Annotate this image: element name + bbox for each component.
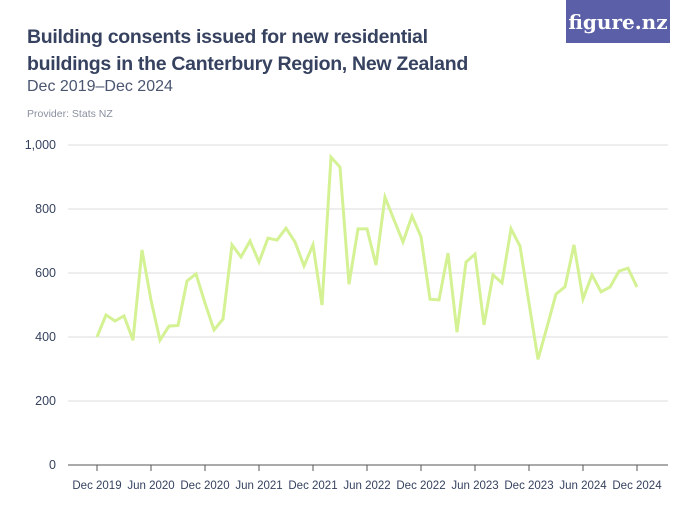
x-tick-label: Jun 2024 <box>559 480 607 492</box>
x-tick-label: Jun 2023 <box>451 480 498 492</box>
x-tick-label: Dec 2024 <box>612 480 662 492</box>
y-tick-label: 0 <box>49 458 56 472</box>
x-tick-label: Dec 2023 <box>504 480 553 492</box>
x-tick-label: Dec 2019 <box>72 480 121 492</box>
x-tick-label: Dec 2021 <box>288 480 337 492</box>
y-tick-label: 800 <box>35 202 56 216</box>
chart-subtitle: Dec 2019–Dec 2024 <box>27 78 173 95</box>
series-line <box>95 153 639 360</box>
x-tick-label: Dec 2020 <box>180 480 229 492</box>
x-tick-label: Jun 2020 <box>127 480 174 492</box>
x-tick-label: Jun 2021 <box>235 480 282 492</box>
y-tick-label: 1,000 <box>25 138 56 152</box>
figure-nz-logo[interactable]: figure.nz <box>566 0 670 43</box>
chart-title: Building consents issued for new residen… <box>27 26 468 75</box>
y-tick-label: 200 <box>35 394 56 408</box>
y-tick-label: 400 <box>35 330 56 344</box>
x-tick-label: Jun 2022 <box>343 480 390 492</box>
y-tick-label: 600 <box>35 266 56 280</box>
provider-label: Provider: Stats NZ <box>27 108 113 120</box>
x-tick-label: Dec 2022 <box>396 480 445 492</box>
